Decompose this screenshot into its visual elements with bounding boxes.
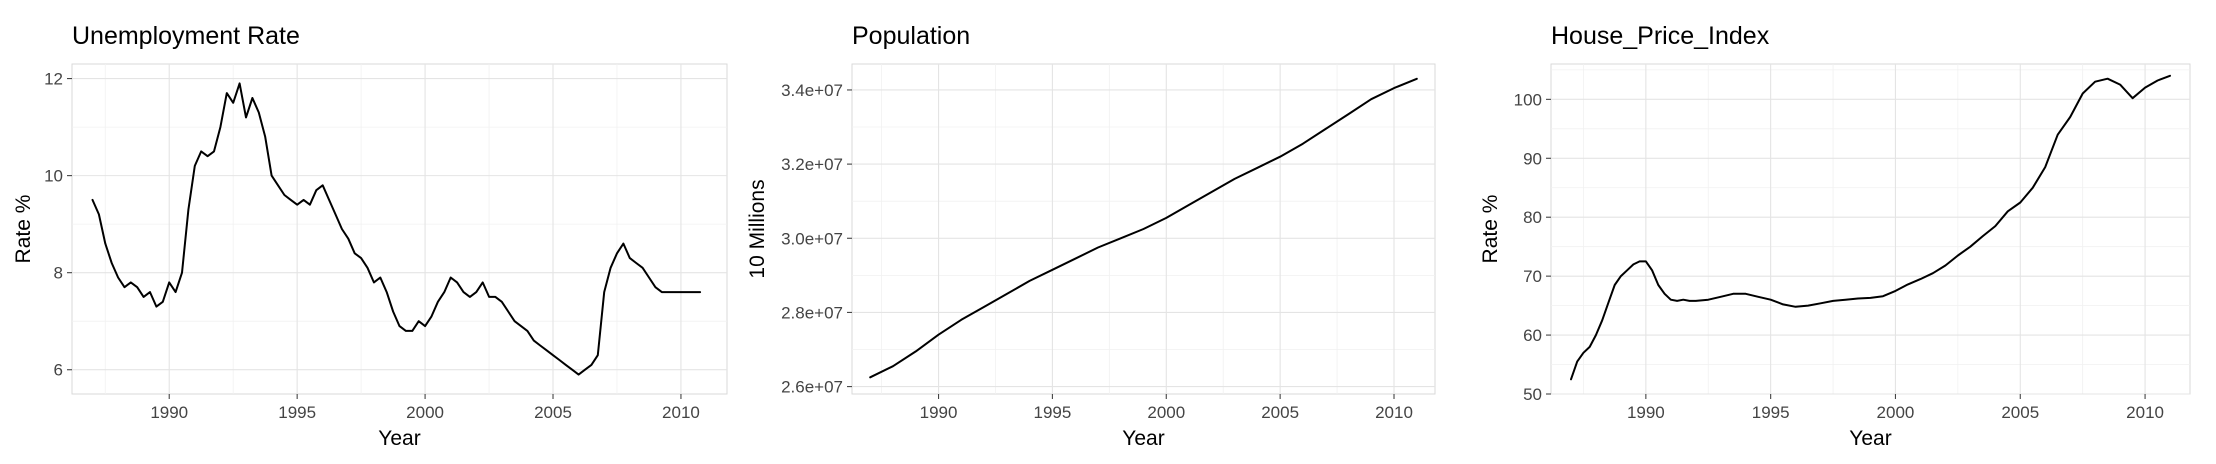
x-tick-label: 2000 — [406, 403, 444, 422]
series-line — [869, 77, 1418, 379]
x-tick-label: 2010 — [662, 403, 700, 422]
y-tick-label: 3.2e+07 — [781, 155, 843, 174]
x-tick-label: 2005 — [2001, 403, 2039, 422]
x-tick-label: 2000 — [1147, 403, 1185, 422]
x-axis-title: Year — [378, 427, 420, 450]
x-tick-label: 1995 — [1752, 403, 1790, 422]
y-tick-label: 3.0e+07 — [781, 229, 843, 248]
x-tick-label: 2010 — [2126, 403, 2164, 422]
x-tick-label: 2005 — [1261, 403, 1299, 422]
panel-unemployment: 6 8 10 12 1990 1995 2000 2005 2010 Unemployment… — [12, 22, 728, 450]
chart-title: Unemployment Rate — [72, 22, 300, 50]
x-tick-label: 1990 — [920, 403, 958, 422]
panel-house-price-index: 50 60 70 80 90 100 1990 1995 2000 2005 2010 House… — [1479, 22, 2191, 450]
y-tick-label: 70 — [1523, 267, 1542, 286]
y-axis-ticks: 6 8 10 12 — [44, 70, 72, 380]
x-tick-label: 2010 — [1375, 403, 1413, 422]
chart-title: House_Price_Index — [1551, 22, 1770, 50]
panel-background — [71, 63, 728, 395]
y-tick-label: 100 — [1514, 90, 1542, 109]
y-axis-title: Rate % — [12, 195, 35, 264]
x-axis-ticks: 1990 1995 2000 2005 2010 — [1627, 394, 2164, 422]
y-tick-label: 50 — [1523, 385, 1542, 404]
y-axis-ticks: 2.6e+07 2.8e+07 3.0e+07 3.2e+07 3.4e+07 — [781, 81, 852, 397]
grid-lines — [1551, 64, 2190, 395]
x-axis-ticks: 1990 1995 2000 2005 2010 — [920, 394, 1413, 422]
x-axis-title: Year — [1122, 427, 1164, 450]
x-tick-label: 1995 — [278, 403, 316, 422]
y-tick-label: 60 — [1523, 326, 1542, 345]
y-tick-label: 2.8e+07 — [781, 303, 843, 322]
y-tick-label: 2.6e+07 — [781, 378, 843, 397]
y-axis-title: Rate % — [1479, 195, 1502, 264]
y-tick-label: 10 — [44, 167, 63, 186]
y-tick-label: 80 — [1523, 208, 1542, 227]
panel-background — [1550, 63, 2191, 395]
x-tick-label: 2005 — [534, 403, 572, 422]
y-axis-ticks: 50 60 70 80 90 100 — [1514, 90, 1551, 404]
series-line — [1570, 74, 2171, 381]
panel-population: 2.6e+07 2.8e+07 3.0e+07 3.2e+07 3.4e+07 1990… — [746, 22, 1436, 450]
x-axis-ticks: 1990 1995 2000 2005 2010 — [150, 394, 700, 422]
x-tick-label: 2000 — [1877, 403, 1915, 422]
y-axis-title: 10 Millions — [746, 179, 769, 278]
x-tick-label: 1990 — [150, 403, 188, 422]
y-tick-label: 8 — [54, 264, 63, 283]
x-tick-label: 1990 — [1627, 403, 1665, 422]
x-axis-title: Year — [1849, 427, 1891, 450]
grid-lines — [852, 64, 1435, 394]
y-tick-label: 12 — [44, 70, 63, 89]
y-tick-label: 90 — [1523, 149, 1542, 168]
series-line — [91, 82, 702, 376]
y-tick-label: 6 — [54, 361, 63, 380]
y-tick-label: 3.4e+07 — [781, 81, 843, 100]
grid-lines — [72, 64, 727, 394]
x-tick-label: 1995 — [1033, 403, 1071, 422]
chart-title: Population — [852, 22, 970, 50]
